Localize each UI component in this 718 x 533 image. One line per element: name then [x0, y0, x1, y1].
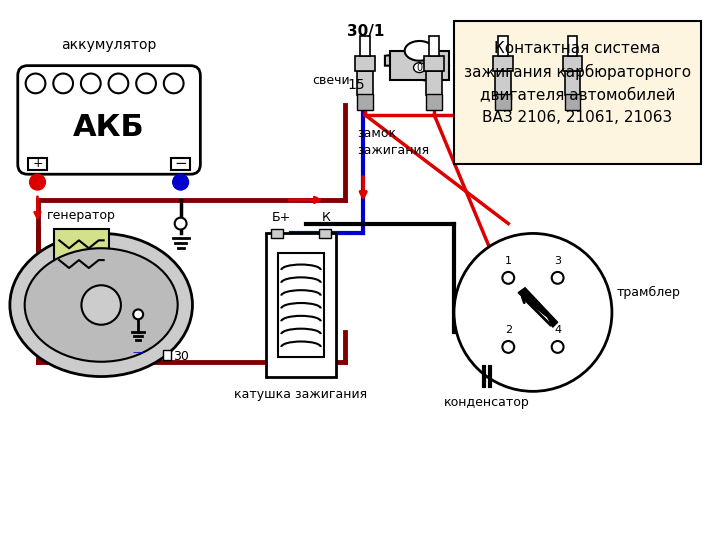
Polygon shape	[518, 288, 558, 327]
Text: +: +	[32, 157, 43, 170]
Circle shape	[503, 272, 514, 284]
Circle shape	[551, 341, 564, 353]
Bar	[426, 94, 442, 110]
Bar	[355, 56, 375, 70]
Circle shape	[454, 233, 612, 391]
Text: трамблер: трамблер	[617, 286, 681, 299]
Ellipse shape	[10, 233, 192, 376]
Bar	[424, 56, 444, 70]
Circle shape	[174, 217, 187, 230]
Text: аккумулятор: аккумулятор	[61, 38, 157, 52]
Bar	[171, 158, 190, 170]
Bar	[271, 229, 284, 238]
Text: 2: 2	[505, 325, 512, 335]
Bar	[495, 70, 511, 95]
Bar	[563, 56, 582, 70]
Circle shape	[164, 74, 184, 93]
Ellipse shape	[24, 248, 177, 362]
FancyBboxPatch shape	[18, 66, 200, 174]
Bar	[495, 94, 511, 110]
Text: К: К	[322, 211, 330, 223]
Circle shape	[136, 74, 156, 93]
Bar	[567, 36, 577, 56]
Text: генератор: генератор	[47, 208, 116, 222]
Circle shape	[29, 174, 45, 190]
Text: Контактная система
зажигания карбюраторного
двигателя автомобилей
ВАЗ 2106, 2106: Контактная система зажигания карбюраторн…	[464, 41, 691, 125]
Circle shape	[173, 174, 189, 190]
Bar	[358, 70, 373, 95]
Text: −: −	[174, 156, 187, 171]
Text: 15: 15	[348, 78, 365, 92]
Text: замок
зажигания: замок зажигания	[358, 127, 429, 157]
Bar	[27, 158, 47, 170]
Bar	[163, 350, 171, 360]
Text: свечи: свечи	[313, 74, 350, 87]
Bar	[426, 70, 442, 95]
Circle shape	[551, 272, 564, 284]
Ellipse shape	[414, 63, 425, 72]
Text: 30/1: 30/1	[348, 24, 385, 39]
Text: 3: 3	[554, 256, 561, 266]
Bar	[493, 56, 513, 70]
Text: конденсатор: конденсатор	[444, 397, 529, 409]
Text: 4: 4	[554, 325, 561, 335]
Bar	[564, 94, 580, 110]
Circle shape	[503, 341, 514, 353]
Bar	[279, 253, 324, 357]
Circle shape	[81, 74, 101, 93]
Text: 30: 30	[173, 350, 189, 364]
Text: 1: 1	[505, 256, 512, 266]
Text: АКБ: АКБ	[73, 114, 145, 142]
Ellipse shape	[405, 41, 434, 61]
Bar	[390, 51, 449, 80]
Bar	[319, 229, 330, 238]
Text: 0: 0	[416, 62, 422, 72]
Bar	[360, 36, 370, 56]
Text: катушка зажигания: катушка зажигания	[235, 389, 368, 401]
Circle shape	[134, 310, 143, 319]
Text: Б+: Б+	[271, 211, 291, 223]
Circle shape	[26, 74, 45, 93]
Circle shape	[53, 74, 73, 93]
Bar	[564, 70, 580, 95]
Bar	[55, 229, 108, 278]
Bar	[454, 21, 701, 164]
Bar	[498, 36, 508, 56]
Ellipse shape	[81, 285, 121, 325]
Bar	[358, 94, 373, 110]
Bar	[266, 233, 335, 376]
Polygon shape	[385, 51, 449, 80]
Circle shape	[108, 74, 129, 93]
Text: —: —	[133, 347, 144, 357]
Bar	[429, 36, 439, 56]
